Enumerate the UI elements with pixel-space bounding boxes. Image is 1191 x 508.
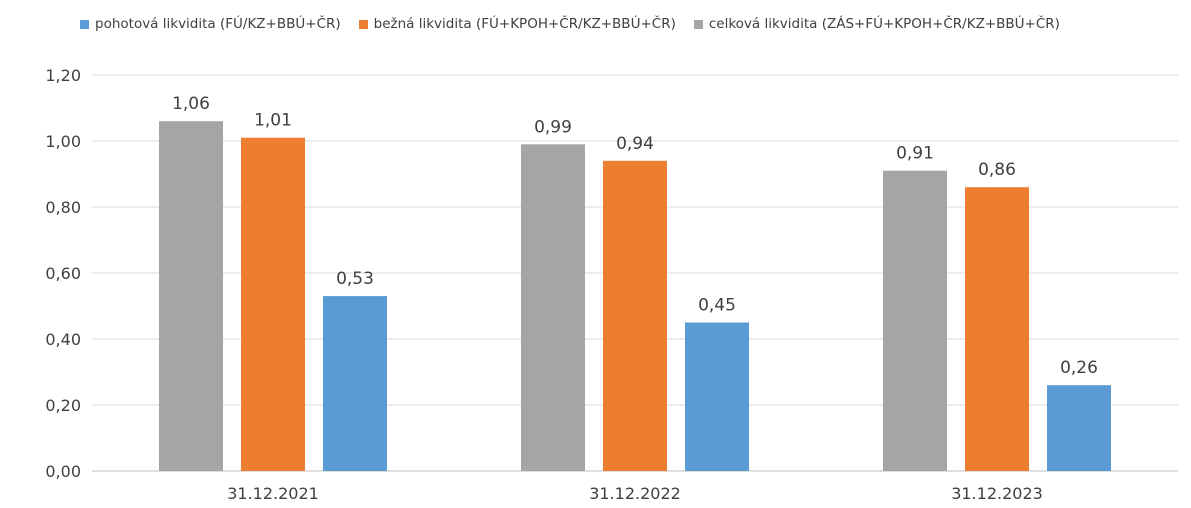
bar [241, 137, 305, 471]
data-label: 0,94 [616, 134, 654, 154]
bar [965, 187, 1029, 471]
legend-swatch [80, 19, 89, 29]
data-label: 0,99 [534, 117, 572, 137]
data-label: 1,01 [254, 111, 292, 131]
bar [323, 296, 387, 471]
bar [159, 121, 223, 471]
y-tick-label: 0,60 [45, 264, 81, 283]
bar [883, 170, 947, 471]
y-tick-label: 0,80 [45, 198, 81, 217]
legend-item: bežná likvidita (FÚ+KPOH+ČR/KZ+BBÚ+ČR) [358, 16, 676, 32]
x-tick-label: 31.12.2023 [951, 484, 1043, 503]
bar [1047, 385, 1111, 471]
x-tick-label: 31.12.2022 [589, 484, 681, 503]
data-label: 0,45 [698, 296, 736, 316]
data-label: 0,53 [336, 269, 374, 289]
y-tick-label: 0,00 [45, 462, 81, 481]
legend-label: celková likvidita (ZÁS+FÚ+KPOH+ČR/KZ+BBÚ… [708, 16, 1060, 32]
chart-legend: pohotová likvidita (FÚ/KZ+BBÚ+ČR) bežná l… [80, 16, 1060, 32]
y-tick-label: 1,20 [45, 66, 81, 85]
legend-item: pohotová likvidita (FÚ/KZ+BBÚ+ČR) [80, 16, 341, 32]
legend-label: bežná likvidita (FÚ+KPOH+ČR/KZ+BBÚ+ČR) [373, 16, 676, 32]
data-label: 0,26 [1060, 358, 1098, 378]
data-label: 1,06 [172, 94, 210, 114]
legend-swatch [358, 19, 368, 29]
y-tick-label: 0,20 [45, 396, 81, 415]
y-tick-label: 1,00 [45, 132, 81, 151]
x-tick-label: 31.12.2021 [227, 484, 319, 503]
data-label: 0,91 [896, 144, 934, 164]
bar [603, 160, 667, 472]
legend-swatch [693, 19, 703, 29]
legend-item: celková likvidita (ZÁS+FÚ+KPOH+ČR/KZ+BBÚ… [693, 16, 1060, 32]
bar [685, 322, 749, 471]
legend-label: pohotová likvidita (FÚ/KZ+BBÚ+ČR) [95, 16, 341, 32]
bar [521, 144, 585, 472]
data-label: 0,86 [978, 160, 1016, 180]
y-tick-label: 0,40 [45, 330, 81, 349]
